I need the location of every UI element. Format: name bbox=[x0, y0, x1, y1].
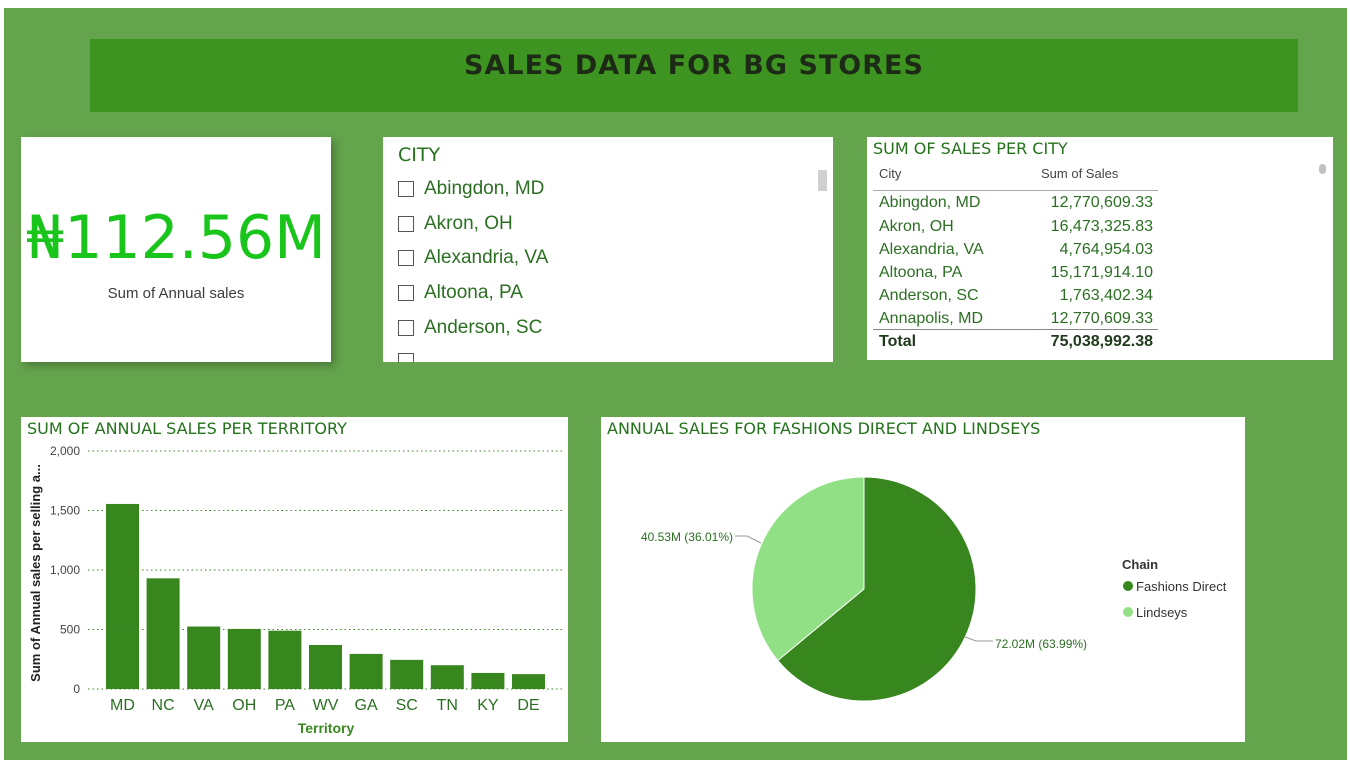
checkbox[interactable] bbox=[398, 216, 414, 232]
bar bbox=[309, 644, 342, 689]
kpi-card[interactable] bbox=[21, 137, 331, 362]
column-header-sales[interactable]: Sum of Sales bbox=[1041, 166, 1119, 181]
bar bbox=[187, 626, 221, 689]
bar bbox=[512, 674, 545, 689]
x-tick-label: PA bbox=[275, 697, 295, 714]
data-label: 72.02M (63.99%) bbox=[995, 637, 1087, 651]
title-banner: SALES DATA FOR BG STORES bbox=[90, 39, 1298, 112]
table-row: Abingdon, MD 12,770,609.33 bbox=[879, 194, 1153, 216]
total-row: Total 75,038,992.38 bbox=[879, 333, 1153, 355]
y-tick-label: 1,500 bbox=[50, 504, 80, 518]
y-tick-label: 0 bbox=[73, 682, 80, 696]
pie-chart-title: ANNUAL SALES FOR FASHIONS DIRECT AND LIN… bbox=[607, 419, 1041, 438]
y-tick-label: 2,000 bbox=[50, 444, 80, 458]
slicer-item[interactable]: Alexandria, VA bbox=[398, 246, 548, 270]
bar bbox=[471, 672, 505, 689]
slicer-item[interactable]: Anderson, SC bbox=[398, 316, 542, 340]
sales-cell: 16,473,325.83 bbox=[1050, 218, 1153, 235]
slicer-item-label: Abingdon, MD bbox=[424, 178, 545, 199]
y-tick-label: 500 bbox=[60, 623, 80, 637]
x-tick-label: VA bbox=[194, 697, 214, 714]
x-tick-label: OH bbox=[232, 697, 256, 714]
table-title: SUM OF SALES PER CITY bbox=[873, 139, 1068, 158]
city-cell: Anderson, SC bbox=[879, 287, 979, 304]
bar bbox=[430, 665, 464, 689]
city-cell: Akron, OH bbox=[879, 218, 954, 235]
table-row: Altoona, PA 15,171,914.10 bbox=[879, 264, 1153, 286]
checkbox-partial[interactable] bbox=[398, 353, 414, 362]
y-axis-title: Sum of Annual sales per selling a... bbox=[28, 464, 43, 682]
y-tick-label: 1,000 bbox=[50, 563, 80, 577]
bar bbox=[268, 630, 302, 689]
city-cell: Alexandria, VA bbox=[879, 241, 984, 258]
legend-item: Lindseys bbox=[1136, 605, 1188, 620]
total-divider bbox=[873, 329, 1158, 330]
table-row: Alexandria, VA 4,764,954.03 bbox=[879, 241, 1153, 263]
page-title: SALES DATA FOR BG STORES bbox=[464, 50, 924, 81]
bar bbox=[349, 653, 383, 689]
total-label: Total bbox=[879, 333, 917, 350]
x-tick-label: WV bbox=[313, 697, 339, 714]
bar bbox=[146, 578, 180, 689]
checkbox[interactable] bbox=[398, 181, 414, 197]
slicer-scrollbar[interactable] bbox=[818, 170, 827, 191]
legend-title: Chain bbox=[1122, 557, 1158, 572]
table-row: Anderson, SC 1,763,402.34 bbox=[879, 287, 1153, 309]
header-divider bbox=[873, 190, 1158, 191]
slicer-item[interactable]: Abingdon, MD bbox=[398, 177, 544, 201]
sales-cell: 15,171,914.10 bbox=[1050, 264, 1153, 281]
sales-table-card bbox=[867, 137, 1333, 360]
x-tick-label: MD bbox=[110, 697, 135, 714]
bar-chart-title: SUM OF ANNUAL SALES PER TERRITORY bbox=[27, 419, 347, 438]
bar-chart: 0 500 1,000 1,500 2,000 MD NC VA OH PA WV GA SC TN KY D… bbox=[28, 444, 563, 736]
city-cell: Abingdon, MD bbox=[879, 194, 981, 211]
pie-slice bbox=[751, 476, 865, 662]
slicer-item-label: Akron, OH bbox=[424, 213, 513, 234]
bar bbox=[106, 503, 139, 689]
data-label: 40.53M (36.01%) bbox=[641, 530, 733, 544]
sales-cell: 4,764,954.03 bbox=[1059, 241, 1153, 258]
city-cell: Annapolis, MD bbox=[879, 310, 984, 327]
bar bbox=[390, 659, 424, 689]
x-tick-label: DE bbox=[517, 697, 539, 714]
checkbox[interactable] bbox=[398, 320, 414, 336]
x-tick-label: TN bbox=[437, 697, 458, 714]
sales-cell: 12,770,609.33 bbox=[1050, 194, 1153, 211]
checkbox[interactable] bbox=[398, 250, 414, 266]
slicer-item-label: Alexandria, VA bbox=[424, 247, 549, 268]
x-tick-label: KY bbox=[477, 697, 499, 714]
slicer-item[interactable]: Akron, OH bbox=[398, 212, 513, 236]
leader-line bbox=[735, 535, 762, 544]
x-tick-label: SC bbox=[396, 697, 418, 714]
x-axis-title: Territory bbox=[298, 720, 355, 736]
legend-item: Fashions Direct bbox=[1136, 579, 1227, 594]
sales-cell: 1,763,402.34 bbox=[1059, 287, 1153, 304]
city-cell: Altoona, PA bbox=[879, 264, 963, 281]
total-value: 75,038,992.38 bbox=[1050, 333, 1153, 350]
kpi-label: Sum of Annual sales bbox=[107, 285, 245, 302]
column-header-city[interactable]: City bbox=[879, 166, 902, 181]
table-row: Annapolis, MD 12,770,609.33 bbox=[879, 310, 1153, 332]
x-tick-label: GA bbox=[355, 697, 378, 714]
sales-cell: 12,770,609.33 bbox=[1050, 310, 1153, 327]
city-slicer[interactable] bbox=[383, 137, 833, 362]
pie-chart: 72.02M (63.99%) 40.53M (36.01%) Chain Fashi… bbox=[641, 476, 1227, 702]
slicer-item[interactable]: Altoona, PA bbox=[398, 281, 523, 305]
slicer-item-label: Altoona, PA bbox=[424, 282, 523, 303]
table-row: Akron, OH 16,473,325.83 bbox=[879, 218, 1153, 240]
leader-line bbox=[964, 636, 993, 642]
slicer-title: CITY bbox=[398, 144, 441, 166]
table-scrollbar[interactable] bbox=[1319, 164, 1326, 174]
checkbox[interactable] bbox=[398, 285, 414, 301]
legend-marker bbox=[1123, 581, 1133, 591]
slicer-item-label: Anderson, SC bbox=[424, 317, 543, 338]
legend-marker bbox=[1123, 607, 1133, 617]
bar bbox=[227, 628, 261, 689]
x-tick-label: NC bbox=[152, 697, 175, 714]
kpi-value: ₦112.56M bbox=[26, 203, 326, 273]
